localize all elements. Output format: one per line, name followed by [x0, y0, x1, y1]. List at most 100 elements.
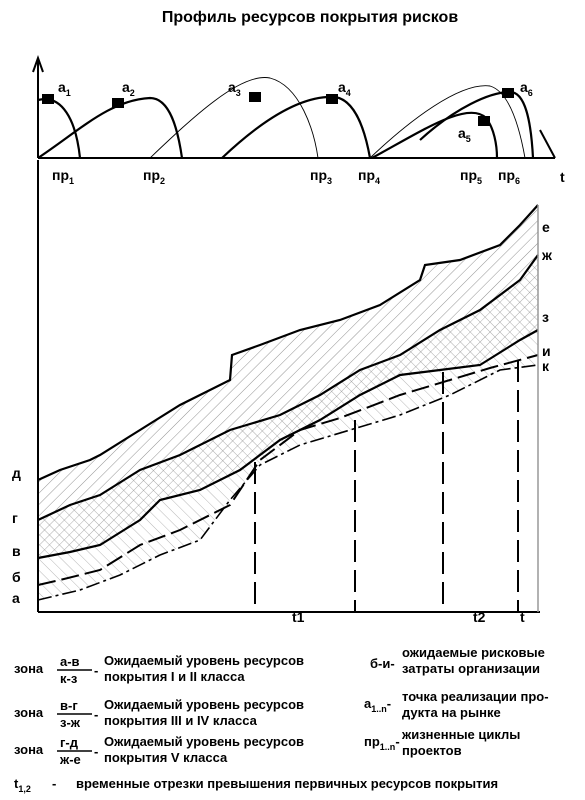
life-cycles: [37, 77, 535, 159]
time-label: t: [520, 609, 525, 625]
peak-label: а4: [338, 79, 351, 98]
peak-label-base: а: [228, 79, 236, 95]
right-label: з: [542, 309, 549, 325]
cycle-label: пр5: [460, 167, 482, 186]
title: Профиль ресурсов покрытия рисков: [162, 9, 459, 26]
peak-label: а6: [520, 79, 533, 98]
zone-text: покрытия I и II класса: [104, 669, 245, 684]
zone-a-v: [38, 330, 538, 600]
right-label: и: [542, 343, 551, 359]
cycle-label-sub: 4: [375, 176, 380, 186]
term-text: жизненные циклы: [401, 727, 520, 742]
peak-label-sub: 4: [346, 88, 351, 98]
top-axes: [32, 55, 556, 159]
footnote-term-sub: 1,2: [18, 784, 31, 794]
zone-text: Ожидаемый уровень ресурсов: [104, 653, 304, 668]
time-axis-label: t: [560, 169, 565, 185]
peak-label-base: а: [458, 125, 466, 141]
time-label: t2: [473, 609, 486, 625]
curve: [37, 364, 539, 601]
term-sub: 1..n: [380, 742, 396, 752]
right-label: к: [542, 358, 550, 374]
cycle-label: пр6: [498, 167, 520, 186]
curve: [37, 354, 539, 586]
time-markers: [254, 360, 519, 612]
peak-label-sub: 5: [466, 134, 471, 144]
peak-label-base: а: [58, 79, 66, 95]
term: б-и-: [370, 656, 395, 671]
footnote-term: t1,2: [14, 776, 31, 794]
zone-dash: -: [94, 707, 98, 722]
zone-dash: -: [94, 744, 98, 759]
footnote-term-base: t: [14, 776, 19, 791]
zone-denominator: к-з: [60, 671, 78, 686]
zone-g-d: [38, 205, 538, 520]
curve: [37, 329, 539, 560]
footnote-text: временные отрезки превышения первичных р…: [76, 776, 498, 791]
main-chart: [37, 204, 539, 601]
zone-text: Ожидаемый уровень ресурсов: [104, 697, 304, 712]
right-label: е: [542, 219, 550, 235]
term-text: точка реализации про-: [402, 689, 549, 704]
cycle-label-sub: 5: [477, 176, 482, 186]
term: пр1..n-: [364, 734, 400, 752]
zone-text: покрытия III и IV класса: [104, 713, 258, 728]
term-text: ожидаемые рисковые: [402, 645, 545, 660]
main-axes: [37, 160, 540, 613]
zone-v-g: [38, 255, 538, 558]
left-label: г: [12, 510, 18, 526]
peak-label-base: а: [122, 79, 130, 95]
peak-label: а1: [58, 79, 71, 98]
cycle-label-base: пр: [358, 167, 375, 183]
left-label: а: [12, 590, 20, 606]
zone-denominator: з-ж: [60, 715, 81, 730]
cycle-label-base: пр: [460, 167, 477, 183]
footnote-dash: -: [52, 776, 56, 791]
zone-numerator: в-г: [60, 698, 78, 713]
cycle-label: пр1: [52, 167, 74, 186]
zone-prefix: зона: [14, 705, 44, 720]
cycle-label-sub: 6: [515, 176, 520, 186]
term-suffix: -: [395, 734, 399, 749]
cycle-label-base: пр: [498, 167, 515, 183]
markers: [42, 88, 514, 126]
cycle-label: пр4: [358, 167, 380, 186]
peak-label-sub: 1: [66, 88, 71, 98]
cycle-label-base: пр: [310, 167, 327, 183]
curve: [37, 204, 539, 482]
time-label: t1: [292, 609, 305, 625]
cycle-label-sub: 3: [327, 176, 332, 186]
zone-prefix: зона: [14, 742, 44, 757]
term-text: дукта на рынке: [402, 705, 501, 720]
cycle-label: пр2: [143, 167, 165, 186]
term-sub: 1..n: [371, 704, 387, 714]
peak-label-sub: 2: [130, 88, 135, 98]
cycle-label-sub: 1: [69, 176, 74, 186]
zone-denominator: ж-е: [59, 752, 81, 767]
zone-prefix: зона: [14, 661, 44, 676]
zone-numerator: г-д: [60, 735, 79, 750]
peak-label-base: а: [338, 79, 346, 95]
cycle-label-sub: 2: [160, 176, 165, 186]
peak-label: а5: [458, 125, 471, 144]
zone-dash: -: [94, 663, 98, 678]
right-label: ж: [541, 247, 553, 263]
peak-label-sub: 3: [236, 88, 241, 98]
term-base: пр: [364, 734, 380, 749]
curve: [37, 254, 539, 521]
left-label: б: [12, 569, 21, 585]
cycle-label-base: пр: [143, 167, 160, 183]
term-text: затраты организации: [402, 661, 540, 676]
term-text: проектов: [402, 743, 462, 758]
peak-label: а2: [122, 79, 135, 98]
peak-label-sub: 6: [528, 88, 533, 98]
term-suffix: -: [387, 696, 391, 711]
left-label: д: [12, 465, 21, 481]
cycle-label-base: пр: [52, 167, 69, 183]
peak-label: а3: [228, 79, 241, 98]
peak-label-base: а: [520, 79, 528, 95]
cycle-label: пр3: [310, 167, 332, 186]
term-base: а: [364, 696, 372, 711]
